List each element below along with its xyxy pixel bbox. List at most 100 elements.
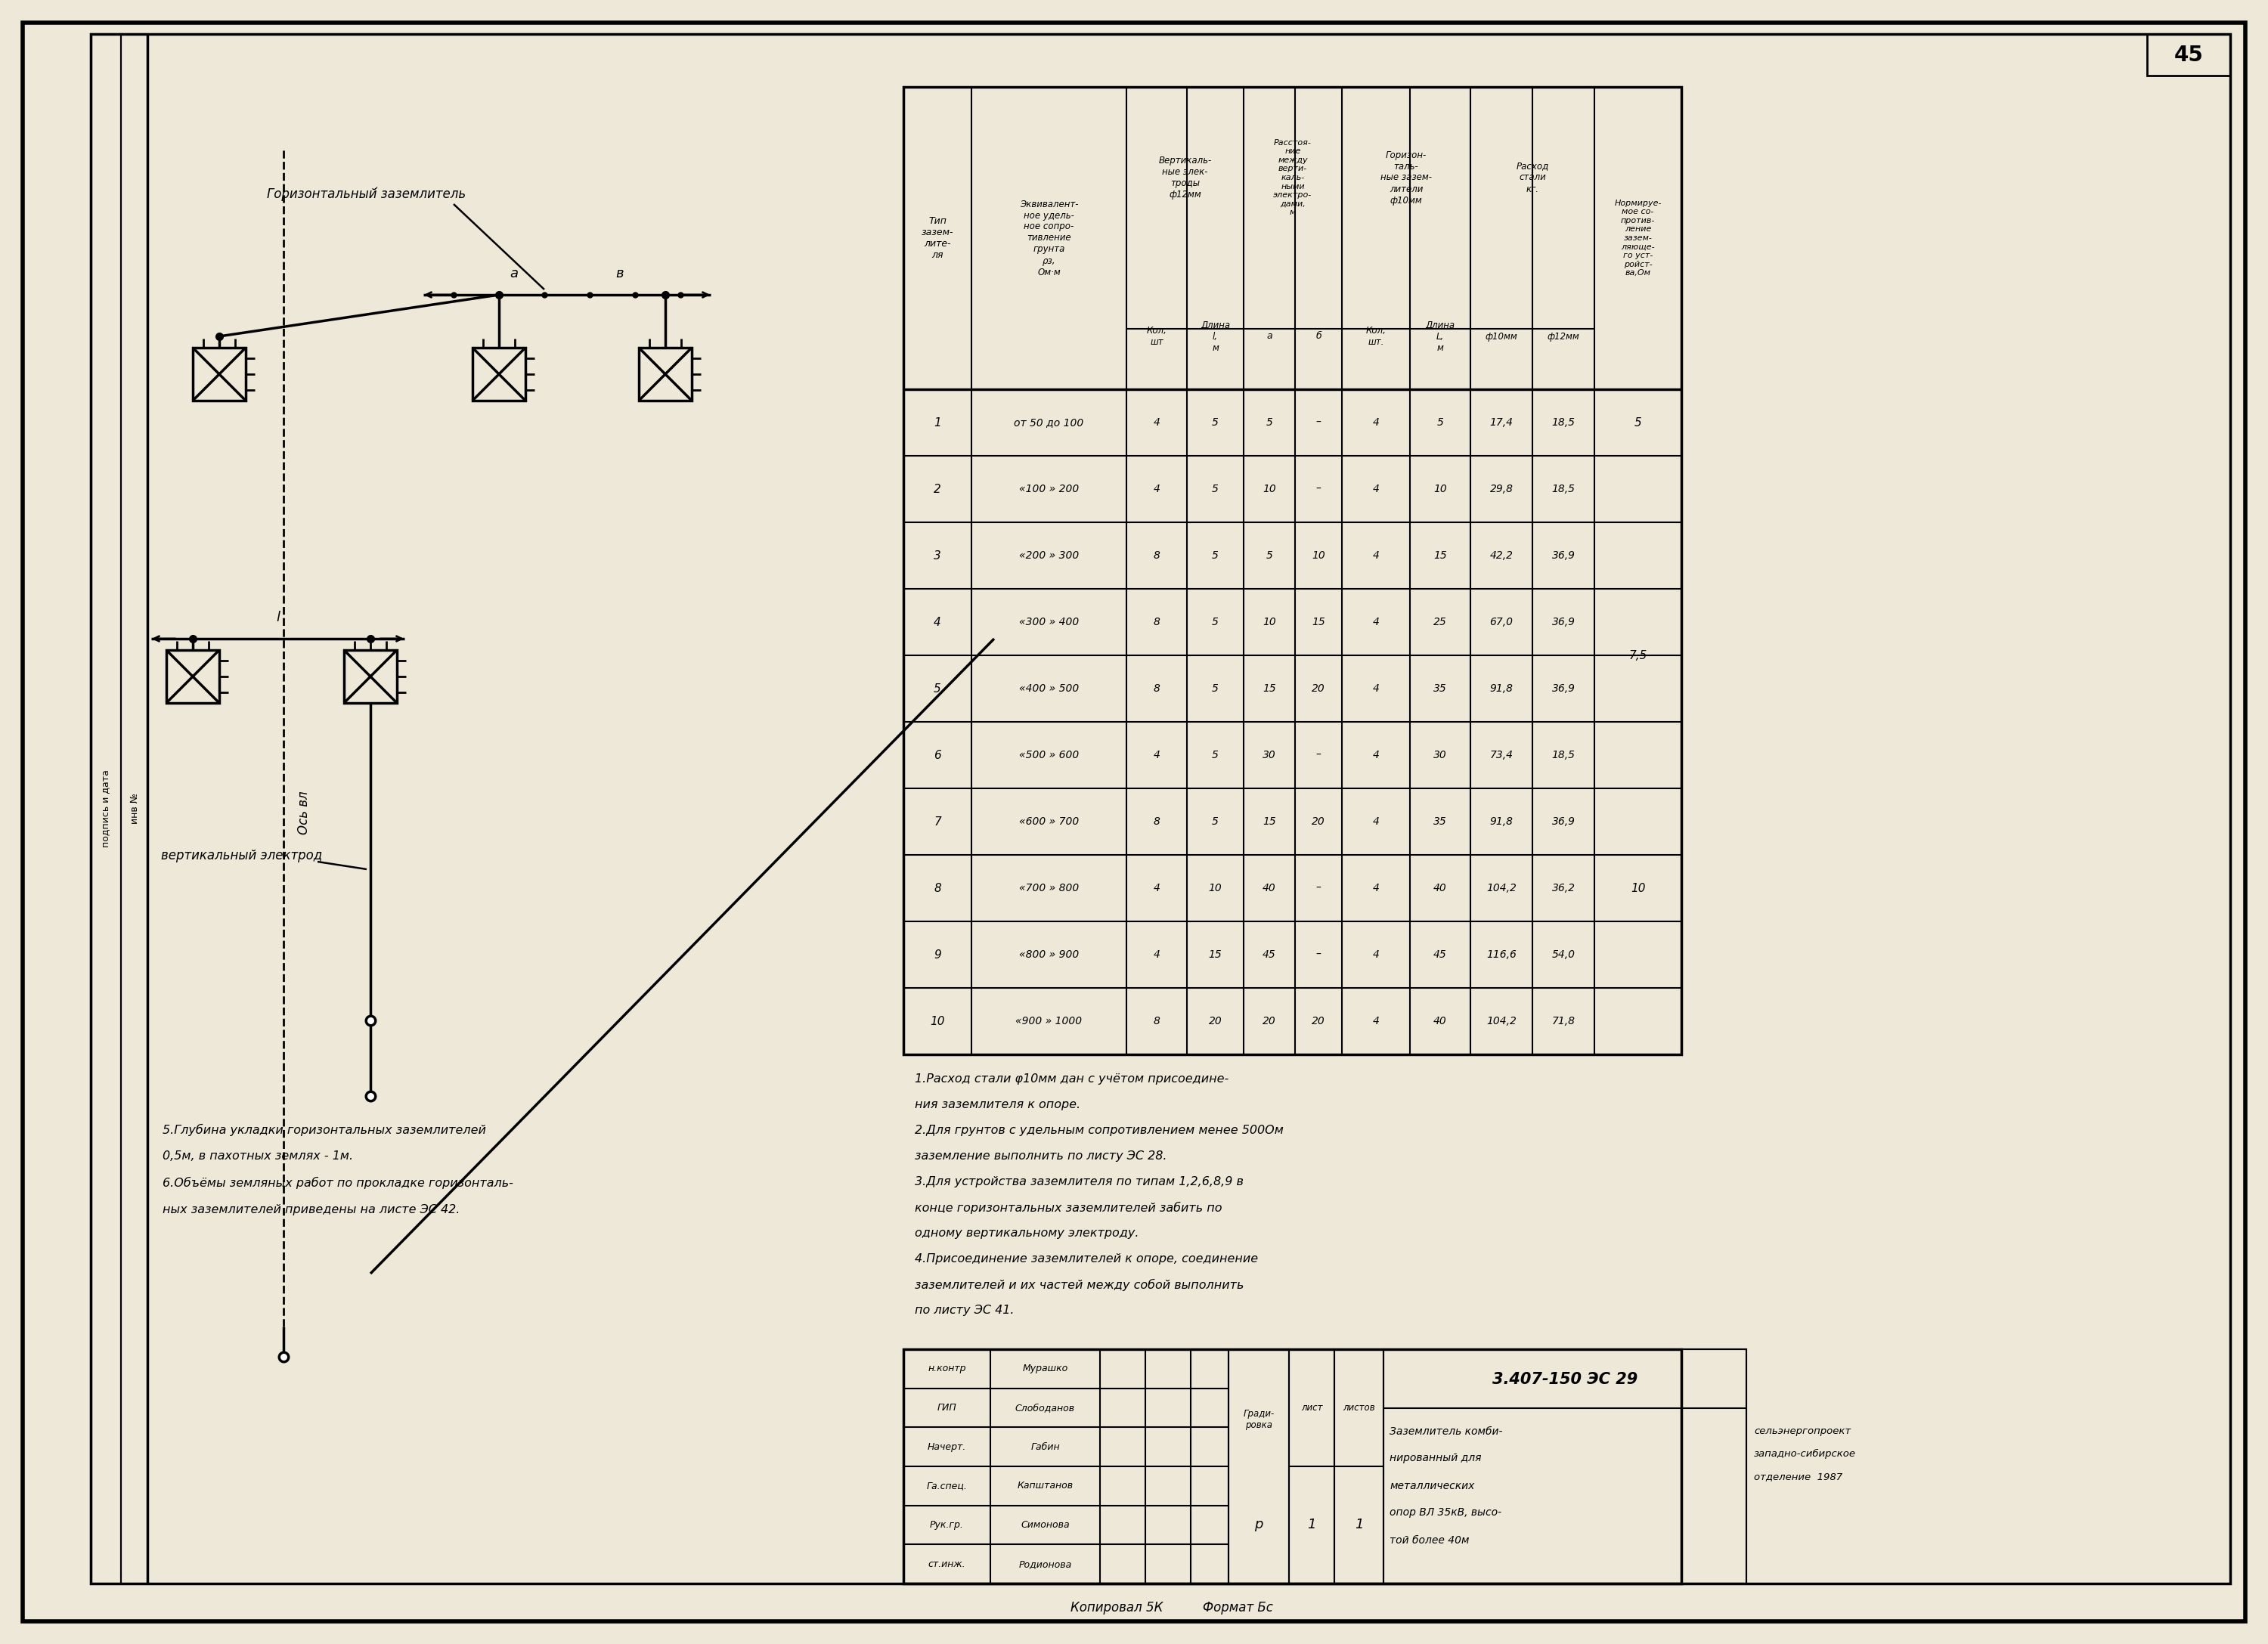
Text: 91,8: 91,8 bbox=[1490, 684, 1513, 694]
Text: 10: 10 bbox=[1209, 883, 1222, 893]
Bar bbox=[1288, 1350, 1334, 1583]
Text: 40: 40 bbox=[1433, 1016, 1447, 1026]
Text: 29,8: 29,8 bbox=[1490, 483, 1513, 495]
Text: 8: 8 bbox=[1154, 551, 1159, 561]
Text: «700 » 800: «700 » 800 bbox=[1018, 883, 1080, 893]
Bar bbox=[345, 649, 397, 704]
Text: 104,2: 104,2 bbox=[1486, 1016, 1517, 1026]
Text: 20: 20 bbox=[1311, 1016, 1325, 1026]
Text: 4: 4 bbox=[1154, 418, 1159, 427]
Text: 91,8: 91,8 bbox=[1490, 817, 1513, 827]
Text: 8: 8 bbox=[1154, 1016, 1159, 1026]
Text: Га.спец.: Га.спец. bbox=[928, 1481, 966, 1491]
Text: «900 » 1000: «900 » 1000 bbox=[1016, 1016, 1082, 1026]
Text: 10: 10 bbox=[1263, 616, 1277, 628]
Text: –: – bbox=[1315, 949, 1320, 960]
Text: Эквивалент-
ное удель-
ное сопро-
тивление
грунта
ρз,
Ом·м: Эквивалент- ное удель- ное сопро- тивлен… bbox=[1021, 199, 1077, 278]
Text: 10: 10 bbox=[930, 1016, 946, 1028]
Text: 25: 25 bbox=[1433, 616, 1447, 628]
Text: 4: 4 bbox=[1372, 483, 1379, 495]
Bar bbox=[472, 347, 526, 401]
Text: заземление выполнить по листу ЭС 28.: заземление выполнить по листу ЭС 28. bbox=[914, 1151, 1166, 1162]
Text: н.контр: н.контр bbox=[928, 1365, 966, 1374]
Text: 4: 4 bbox=[934, 616, 941, 628]
Text: 35: 35 bbox=[1433, 817, 1447, 827]
Text: 1.Расход стали φ10мм дан с учётом присоедине-: 1.Расход стали φ10мм дан с учётом присое… bbox=[914, 1074, 1229, 1085]
Text: в: в bbox=[617, 266, 624, 281]
Text: Ось вл: Ось вл bbox=[297, 791, 311, 835]
Text: Длина
l,
м: Длина l, м bbox=[1200, 321, 1229, 352]
Text: 6.Объёмы земляных работ по прокладке горизонталь-: 6.Объёмы земляных работ по прокладке гор… bbox=[163, 1177, 513, 1189]
Text: Кол,
шт: Кол, шт bbox=[1148, 326, 1166, 347]
Text: «600 » 700: «600 » 700 bbox=[1018, 817, 1080, 827]
Bar bbox=[640, 347, 692, 401]
Text: Горизон-
таль-
ные зазем-
лители
ф10мм: Горизон- таль- ные зазем- лители ф10мм bbox=[1381, 150, 1431, 206]
Text: 42,2: 42,2 bbox=[1490, 551, 1513, 561]
Text: 40: 40 bbox=[1263, 883, 1277, 893]
Text: Горизонтальный́ заземлитель: Горизонтальный́ заземлитель bbox=[268, 187, 467, 201]
Text: 4: 4 bbox=[1372, 949, 1379, 960]
Text: 10: 10 bbox=[1631, 883, 1644, 894]
Text: 116,6: 116,6 bbox=[1486, 949, 1517, 960]
Text: 36,2: 36,2 bbox=[1551, 883, 1574, 893]
Text: 36,9: 36,9 bbox=[1551, 616, 1574, 628]
Text: сельэнергопроект: сельэнергопроект bbox=[1753, 1427, 1851, 1437]
Text: 5: 5 bbox=[1211, 750, 1218, 761]
Text: 36,9: 36,9 bbox=[1551, 551, 1574, 561]
Text: 45: 45 bbox=[1263, 949, 1277, 960]
Text: Рук.гр.: Рук.гр. bbox=[930, 1521, 964, 1531]
Bar bbox=[166, 649, 220, 704]
Text: 15: 15 bbox=[1311, 616, 1325, 628]
Text: конце горизонтальных заземлителей забить по: конце горизонтальных заземлителей забить… bbox=[914, 1202, 1222, 1213]
Text: 5: 5 bbox=[1211, 616, 1218, 628]
Text: ГИП: ГИП bbox=[937, 1402, 957, 1412]
Text: 30: 30 bbox=[1433, 750, 1447, 761]
Text: 4: 4 bbox=[1154, 949, 1159, 960]
Text: опор ВЛ 35кВ, высо-: опор ВЛ 35кВ, высо- bbox=[1390, 1508, 1501, 1517]
Text: 1: 1 bbox=[1354, 1517, 1363, 1532]
Text: листов: листов bbox=[1343, 1402, 1374, 1412]
Text: 36,9: 36,9 bbox=[1551, 684, 1574, 694]
Bar bbox=[1383, 1350, 1746, 1583]
Text: металлических: металлических bbox=[1390, 1480, 1474, 1491]
Text: Слободанов: Слободанов bbox=[1016, 1402, 1075, 1412]
Text: 36,9: 36,9 bbox=[1551, 817, 1574, 827]
Text: Гради-
ровка: Гради- ровка bbox=[1243, 1409, 1275, 1430]
Text: 4: 4 bbox=[1154, 483, 1159, 495]
Text: Длина
L,
м: Длина L, м bbox=[1424, 321, 1456, 352]
Text: 4: 4 bbox=[1372, 684, 1379, 694]
Text: 8: 8 bbox=[1154, 616, 1159, 628]
Text: l: l bbox=[277, 610, 279, 625]
Text: 67,0: 67,0 bbox=[1490, 616, 1513, 628]
Text: 54,0: 54,0 bbox=[1551, 949, 1574, 960]
Text: 5: 5 bbox=[1211, 551, 1218, 561]
Text: 4: 4 bbox=[1154, 883, 1159, 893]
Text: 45: 45 bbox=[1433, 949, 1447, 960]
Text: нированный для: нированный для bbox=[1390, 1453, 1481, 1463]
Text: 5: 5 bbox=[934, 682, 941, 694]
Text: от 50 до 100: от 50 до 100 bbox=[1014, 418, 1084, 427]
Text: 5: 5 bbox=[1438, 418, 1442, 427]
Text: 4: 4 bbox=[1372, 817, 1379, 827]
Text: 4: 4 bbox=[1154, 750, 1159, 761]
Text: 5: 5 bbox=[1211, 418, 1218, 427]
Text: 4.Присоединение заземлителей к опоре, соединение: 4.Присоединение заземлителей к опоре, со… bbox=[914, 1253, 1259, 1264]
Text: 10: 10 bbox=[1433, 483, 1447, 495]
Bar bbox=[193, 347, 245, 401]
Bar bbox=[91, 35, 120, 1583]
Text: Мурашко: Мурашко bbox=[1023, 1365, 1068, 1374]
Text: отделение  1987: отделение 1987 bbox=[1753, 1471, 1842, 1481]
Text: 15: 15 bbox=[1263, 817, 1277, 827]
Text: 4: 4 bbox=[1372, 883, 1379, 893]
Text: 3: 3 bbox=[934, 549, 941, 561]
Text: 18,5: 18,5 bbox=[1551, 750, 1574, 761]
Bar bbox=[1229, 1350, 1288, 1583]
Text: западно-сибирское: западно-сибирское bbox=[1753, 1448, 1855, 1458]
Text: 4: 4 bbox=[1372, 750, 1379, 761]
Text: ф10мм: ф10мм bbox=[1486, 332, 1517, 342]
Text: «300 » 400: «300 » 400 bbox=[1018, 616, 1080, 628]
Bar bbox=[1681, 1350, 1746, 1583]
Text: 40: 40 bbox=[1433, 883, 1447, 893]
Text: 4: 4 bbox=[1372, 418, 1379, 427]
Bar bbox=[2148, 35, 2229, 76]
